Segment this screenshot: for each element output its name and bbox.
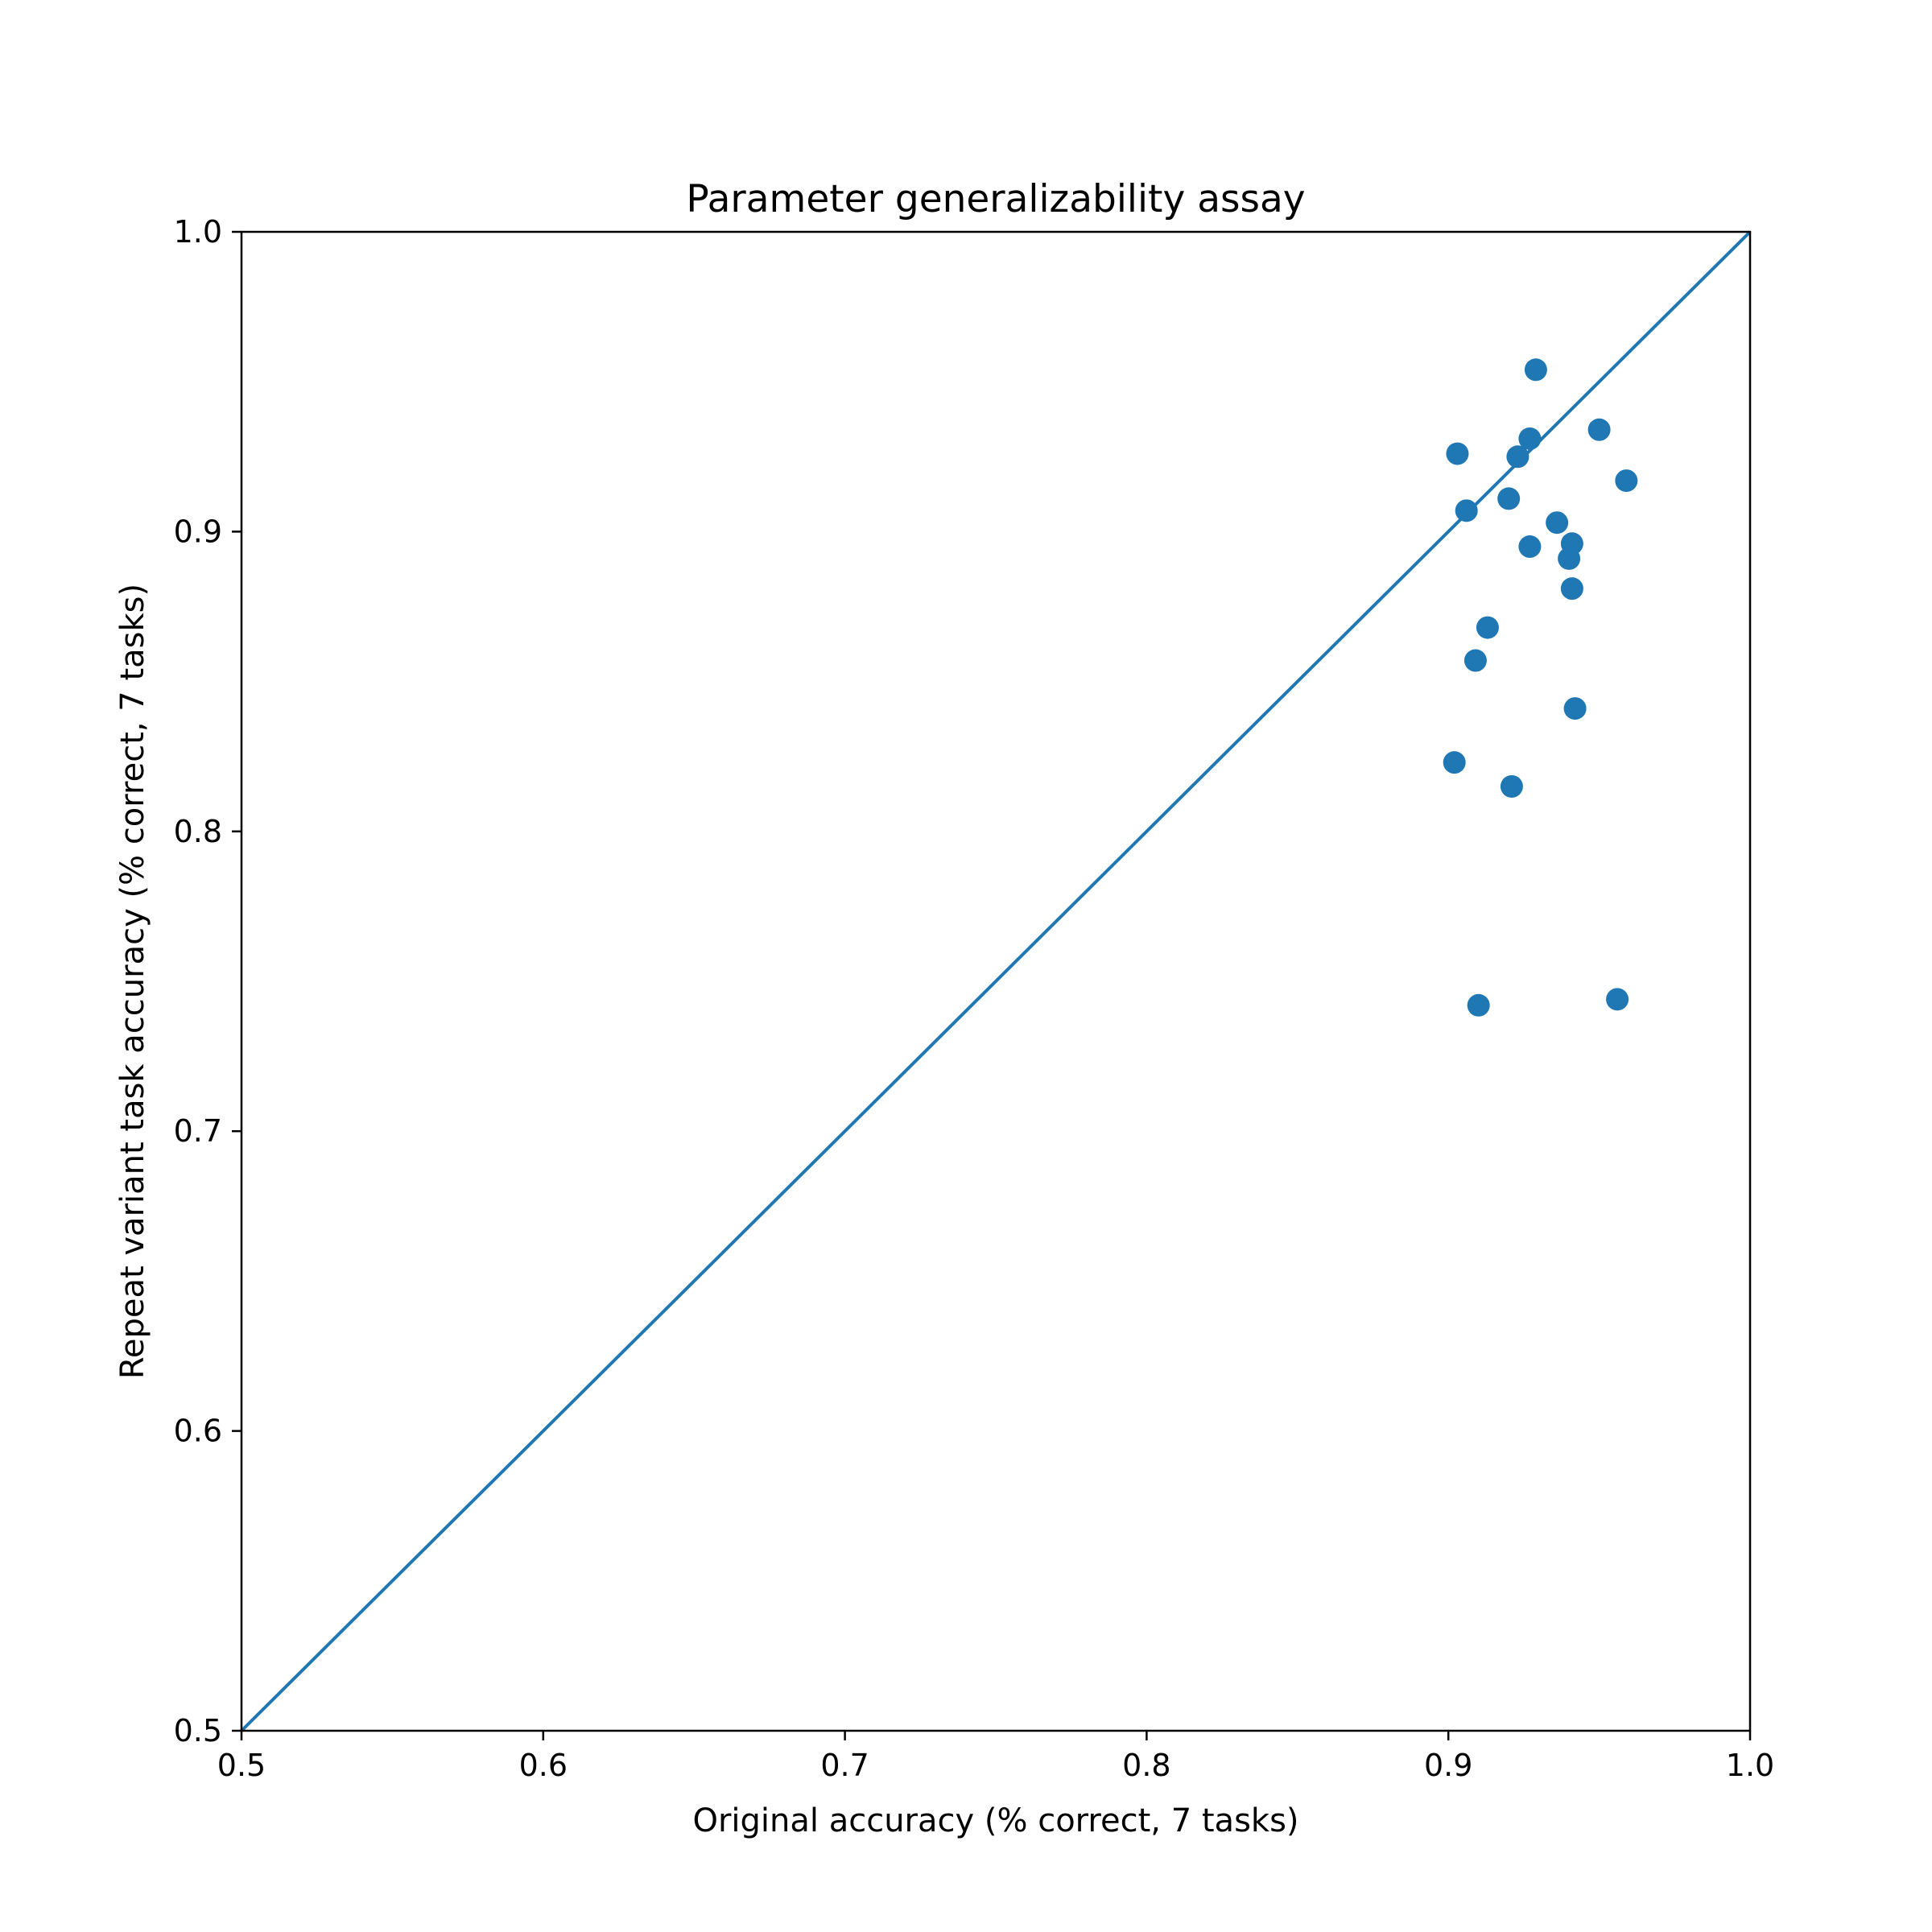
y-tick-label: 0.6 <box>174 1414 222 1449</box>
x-axis-label: Original accuracy (% correct, 7 tasks) <box>692 1802 1298 1839</box>
data-point-1 <box>1524 358 1547 382</box>
x-tick-label: 0.5 <box>217 1748 266 1783</box>
data-point-5 <box>1506 445 1530 469</box>
y-axis-label: Repeat variant task accuracy (% correct,… <box>114 584 151 1379</box>
data-point-3 <box>1518 427 1542 450</box>
identity-line-layer <box>240 230 1752 1732</box>
x-tick-label: 0.9 <box>1424 1748 1472 1783</box>
identity-line <box>240 230 1752 1732</box>
x-tick-label: 0.6 <box>519 1748 568 1783</box>
data-point-13 <box>1560 577 1583 601</box>
y-tick-label: 0.9 <box>174 514 222 549</box>
data-point-18 <box>1500 774 1523 798</box>
data-points <box>1443 358 1638 1017</box>
data-point-14 <box>1476 616 1499 639</box>
data-point-17 <box>1443 751 1466 774</box>
chart-title: Parameter generalizability assay <box>686 177 1305 221</box>
y-tick-label: 0.5 <box>174 1713 222 1748</box>
x-axis-ticks: 0.5 0.6 0.7 0.8 0.9 1.0 <box>217 1731 1774 1783</box>
x-tick-label: 0.8 <box>1122 1748 1170 1783</box>
data-point-15 <box>1463 649 1487 672</box>
plot-frame <box>240 230 1752 1732</box>
data-point-11 <box>1518 535 1542 559</box>
data-point-6 <box>1615 469 1638 493</box>
data-point-4 <box>1446 442 1469 465</box>
data-point-12 <box>1558 547 1581 570</box>
y-tick-label: 0.7 <box>174 1113 222 1149</box>
data-point-7 <box>1497 487 1521 510</box>
y-tick-label: 0.8 <box>174 814 222 849</box>
x-tick-label: 1.0 <box>1726 1748 1774 1783</box>
data-point-19 <box>1606 988 1629 1011</box>
data-point-16 <box>1563 697 1587 720</box>
data-point-8 <box>1455 499 1478 522</box>
data-point-9 <box>1546 511 1569 535</box>
data-point-2 <box>1587 418 1611 441</box>
y-tick-label: 1.0 <box>174 214 222 250</box>
x-tick-label: 0.7 <box>820 1748 869 1783</box>
y-axis-ticks: 0.5 0.6 0.7 0.8 0.9 1.0 <box>174 214 242 1748</box>
data-point-20 <box>1467 993 1490 1017</box>
